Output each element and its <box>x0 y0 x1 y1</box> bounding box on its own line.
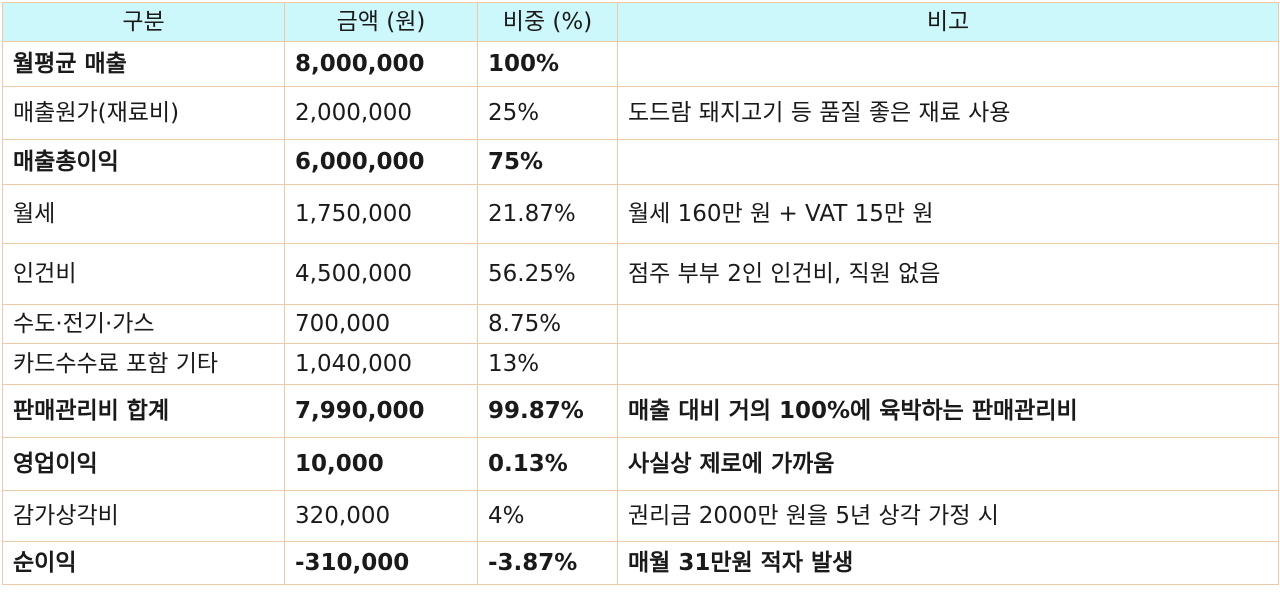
row-note <box>617 304 1279 344</box>
table-row: 인건비 4,500,000 56.25% 점주 부부 2인 인건비, 직원 없음 <box>2 243 1279 305</box>
row-ratio: 25% <box>477 86 618 140</box>
row-amount: 8,000,000 <box>284 41 478 87</box>
row-label: 매출원가(재료비) <box>2 86 285 140</box>
row-label: 매출총이익 <box>2 139 285 185</box>
row-label: 감가상각비 <box>2 490 285 542</box>
table-row: 월세 1,750,000 21.87% 월세 160만 원 + VAT 15만 원 <box>2 184 1279 244</box>
header-ratio: 비중 (%) <box>477 2 618 42</box>
row-amount: 7,990,000 <box>284 384 478 438</box>
row-amount: 6,000,000 <box>284 139 478 185</box>
table-row: 수도·전기·가스 700,000 8.75% <box>2 304 1279 344</box>
table-row: 판매관리비 합계 7,990,000 99.87% 매출 대비 거의 100%에 육박… <box>2 384 1279 438</box>
row-amount: 2,000,000 <box>284 86 478 140</box>
row-amount: 700,000 <box>284 304 478 344</box>
table-row: 감가상각비 320,000 4% 권리금 2000만 원을 5년 상각 가정 시 <box>2 490 1279 542</box>
row-note: 매출 대비 거의 100%에 육박하는 판매관리비 <box>617 384 1279 438</box>
table-row: 카드수수료 포함 기타 1,040,000 13% <box>2 343 1279 385</box>
row-ratio: 75% <box>477 139 618 185</box>
row-ratio: 4% <box>477 490 618 542</box>
row-ratio: 21.87% <box>477 184 618 244</box>
header-category: 구분 <box>2 2 285 42</box>
table-row: 월평균 매출 8,000,000 100% <box>2 41 1279 87</box>
row-label: 수도·전기·가스 <box>2 304 285 344</box>
row-label: 인건비 <box>2 243 285 305</box>
row-amount: 1,750,000 <box>284 184 478 244</box>
row-note <box>617 139 1279 185</box>
row-amount: 10,000 <box>284 437 478 491</box>
row-note: 점주 부부 2인 인건비, 직원 없음 <box>617 243 1279 305</box>
row-ratio: 100% <box>477 41 618 87</box>
row-note: 월세 160만 원 + VAT 15만 원 <box>617 184 1279 244</box>
row-label: 카드수수료 포함 기타 <box>2 343 285 385</box>
table-body: 월평균 매출 8,000,000 100% 매출원가(재료비) 2,000,000 25%… <box>2 41 1279 585</box>
table-header-row: 구분 금액 (원) 비중 (%) 비고 <box>2 2 1279 42</box>
row-note: 매월 31만원 적자 발생 <box>617 541 1279 585</box>
row-note: 도드람 돼지고기 등 품질 좋은 재료 사용 <box>617 86 1279 140</box>
table-row: 영업이익 10,000 0.13% 사실상 제로에 가까움 <box>2 437 1279 491</box>
table-row: 순이익 -310,000 -3.87% 매월 31만원 적자 발생 <box>2 541 1279 585</box>
row-label: 월평균 매출 <box>2 41 285 87</box>
header-note: 비고 <box>617 2 1279 42</box>
row-note: 권리금 2000만 원을 5년 상각 가정 시 <box>617 490 1279 542</box>
row-ratio: 13% <box>477 343 618 385</box>
row-amount: 4,500,000 <box>284 243 478 305</box>
row-amount: 320,000 <box>284 490 478 542</box>
row-label: 판매관리비 합계 <box>2 384 285 438</box>
row-amount: 1,040,000 <box>284 343 478 385</box>
row-note <box>617 343 1279 385</box>
row-ratio: -3.87% <box>477 541 618 585</box>
row-label: 영업이익 <box>2 437 285 491</box>
table-row: 매출원가(재료비) 2,000,000 25% 도드람 돼지고기 등 품질 좋은 재료… <box>2 86 1279 140</box>
row-note: 사실상 제로에 가까움 <box>617 437 1279 491</box>
profit-loss-table: 구분 금액 (원) 비중 (%) 비고 월평균 매출 8,000,000 100% 매… <box>2 2 1279 585</box>
row-label: 월세 <box>2 184 285 244</box>
row-ratio: 0.13% <box>477 437 618 491</box>
row-amount: -310,000 <box>284 541 478 585</box>
row-ratio: 99.87% <box>477 384 618 438</box>
row-ratio: 8.75% <box>477 304 618 344</box>
row-label: 순이익 <box>2 541 285 585</box>
row-note <box>617 41 1279 87</box>
row-ratio: 56.25% <box>477 243 618 305</box>
table-row: 매출총이익 6,000,000 75% <box>2 139 1279 185</box>
header-amount: 금액 (원) <box>284 2 478 42</box>
